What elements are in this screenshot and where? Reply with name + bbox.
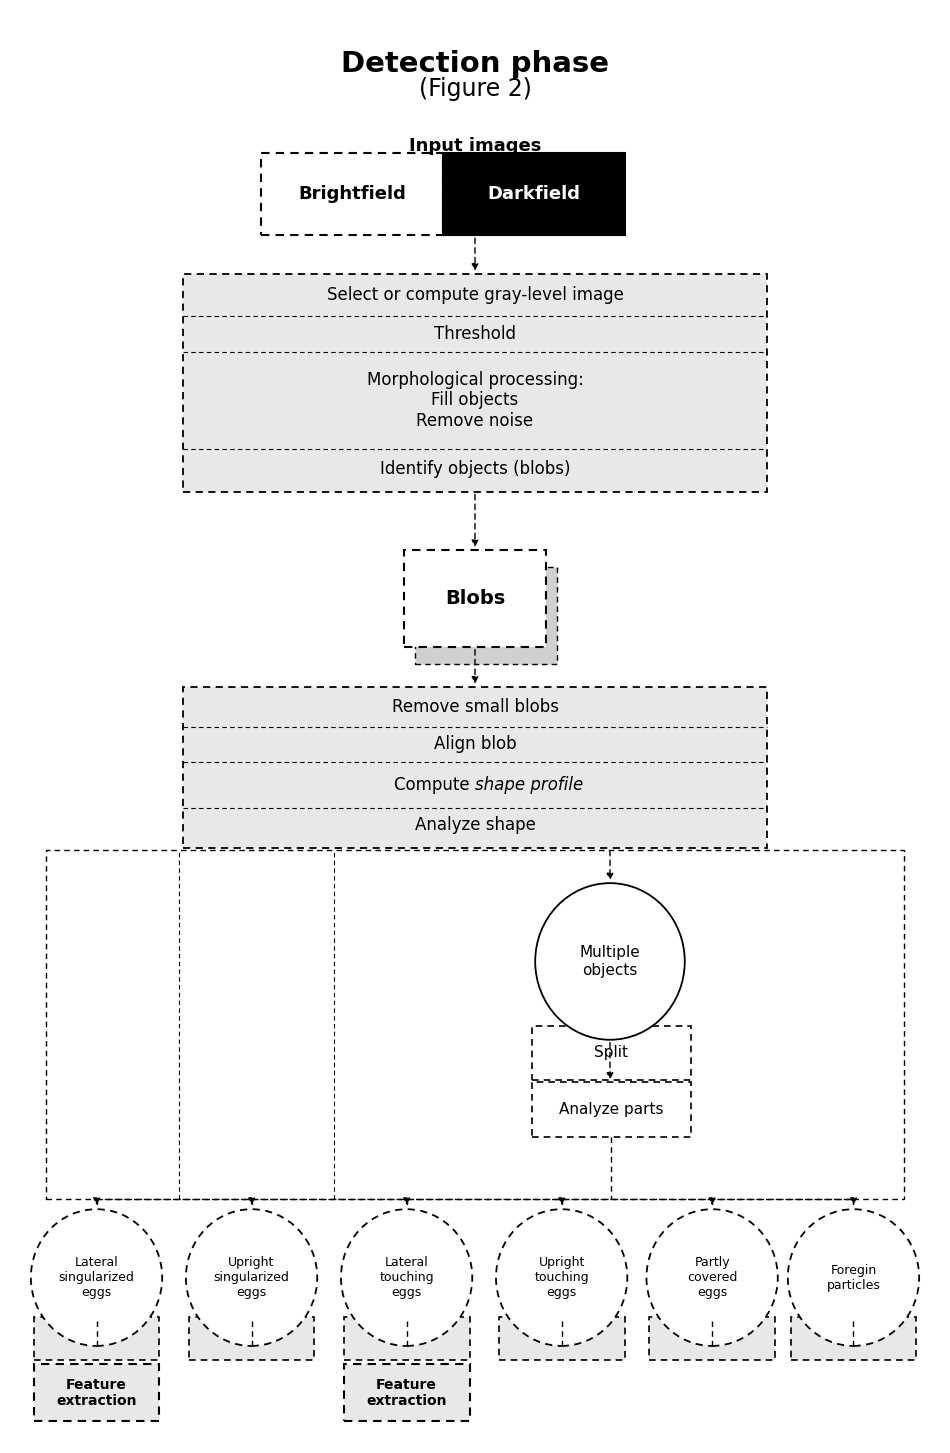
Text: Remove small blobs: Remove small blobs — [391, 697, 559, 715]
FancyBboxPatch shape — [189, 1318, 314, 1360]
FancyBboxPatch shape — [405, 549, 545, 647]
FancyBboxPatch shape — [649, 1318, 775, 1360]
FancyBboxPatch shape — [33, 1318, 160, 1360]
Text: Align blob: Align blob — [434, 735, 516, 753]
Text: (Figure 2): (Figure 2) — [419, 77, 531, 100]
FancyBboxPatch shape — [33, 1364, 160, 1421]
Text: Partly
covered
eggs: Partly covered eggs — [687, 1255, 737, 1299]
Text: Feature
extraction: Feature extraction — [367, 1377, 446, 1408]
Text: Count: Count — [541, 1332, 582, 1345]
Text: Count: Count — [833, 1332, 874, 1345]
Ellipse shape — [341, 1209, 472, 1345]
Text: Darkfield: Darkfield — [487, 185, 580, 203]
Text: Brightfield: Brightfield — [298, 185, 406, 203]
Text: Split: Split — [595, 1045, 628, 1061]
Text: Multiple
objects: Multiple objects — [580, 946, 640, 978]
Text: Lateral
singularized
eggs: Lateral singularized eggs — [59, 1255, 135, 1299]
FancyBboxPatch shape — [344, 1318, 469, 1360]
FancyBboxPatch shape — [532, 1082, 692, 1136]
Text: Lateral
touching
eggs: Lateral touching eggs — [379, 1255, 434, 1299]
Text: Compute: Compute — [394, 776, 475, 793]
Ellipse shape — [646, 1209, 778, 1345]
FancyBboxPatch shape — [344, 1364, 469, 1421]
FancyBboxPatch shape — [183, 273, 767, 491]
Text: Analyze parts: Analyze parts — [560, 1101, 664, 1117]
Text: Identify objects (blobs): Identify objects (blobs) — [380, 459, 570, 478]
Text: Analyze shape: Analyze shape — [414, 817, 536, 834]
Text: shape profile: shape profile — [475, 776, 583, 793]
Ellipse shape — [30, 1209, 162, 1345]
Text: Foregin
particles: Foregin particles — [826, 1264, 881, 1292]
Text: Count: Count — [692, 1332, 732, 1345]
Text: Detection phase: Detection phase — [341, 51, 609, 78]
Text: Blobs: Blobs — [445, 588, 505, 607]
Text: Morphological processing:
Fill objects
Remove noise: Morphological processing: Fill objects R… — [367, 371, 583, 430]
Text: Count: Count — [386, 1332, 428, 1345]
Text: Feature
extraction: Feature extraction — [56, 1377, 137, 1408]
Text: Select or compute gray-level image: Select or compute gray-level image — [327, 286, 623, 304]
FancyBboxPatch shape — [183, 687, 767, 847]
Ellipse shape — [788, 1209, 920, 1345]
Text: Threshold: Threshold — [434, 325, 516, 343]
Ellipse shape — [186, 1209, 317, 1345]
FancyBboxPatch shape — [415, 567, 557, 664]
FancyBboxPatch shape — [790, 1318, 917, 1360]
Text: Count: Count — [76, 1332, 117, 1345]
FancyBboxPatch shape — [260, 153, 443, 235]
FancyBboxPatch shape — [443, 153, 625, 235]
Text: Count: Count — [231, 1332, 273, 1345]
Text: Input images: Input images — [408, 137, 542, 154]
Text: Upright
touching
eggs: Upright touching eggs — [534, 1255, 589, 1299]
Text: Upright
singularized
eggs: Upright singularized eggs — [214, 1255, 290, 1299]
Ellipse shape — [535, 883, 685, 1040]
Ellipse shape — [496, 1209, 627, 1345]
FancyBboxPatch shape — [499, 1318, 624, 1360]
FancyBboxPatch shape — [47, 850, 903, 1199]
FancyBboxPatch shape — [532, 1026, 692, 1080]
